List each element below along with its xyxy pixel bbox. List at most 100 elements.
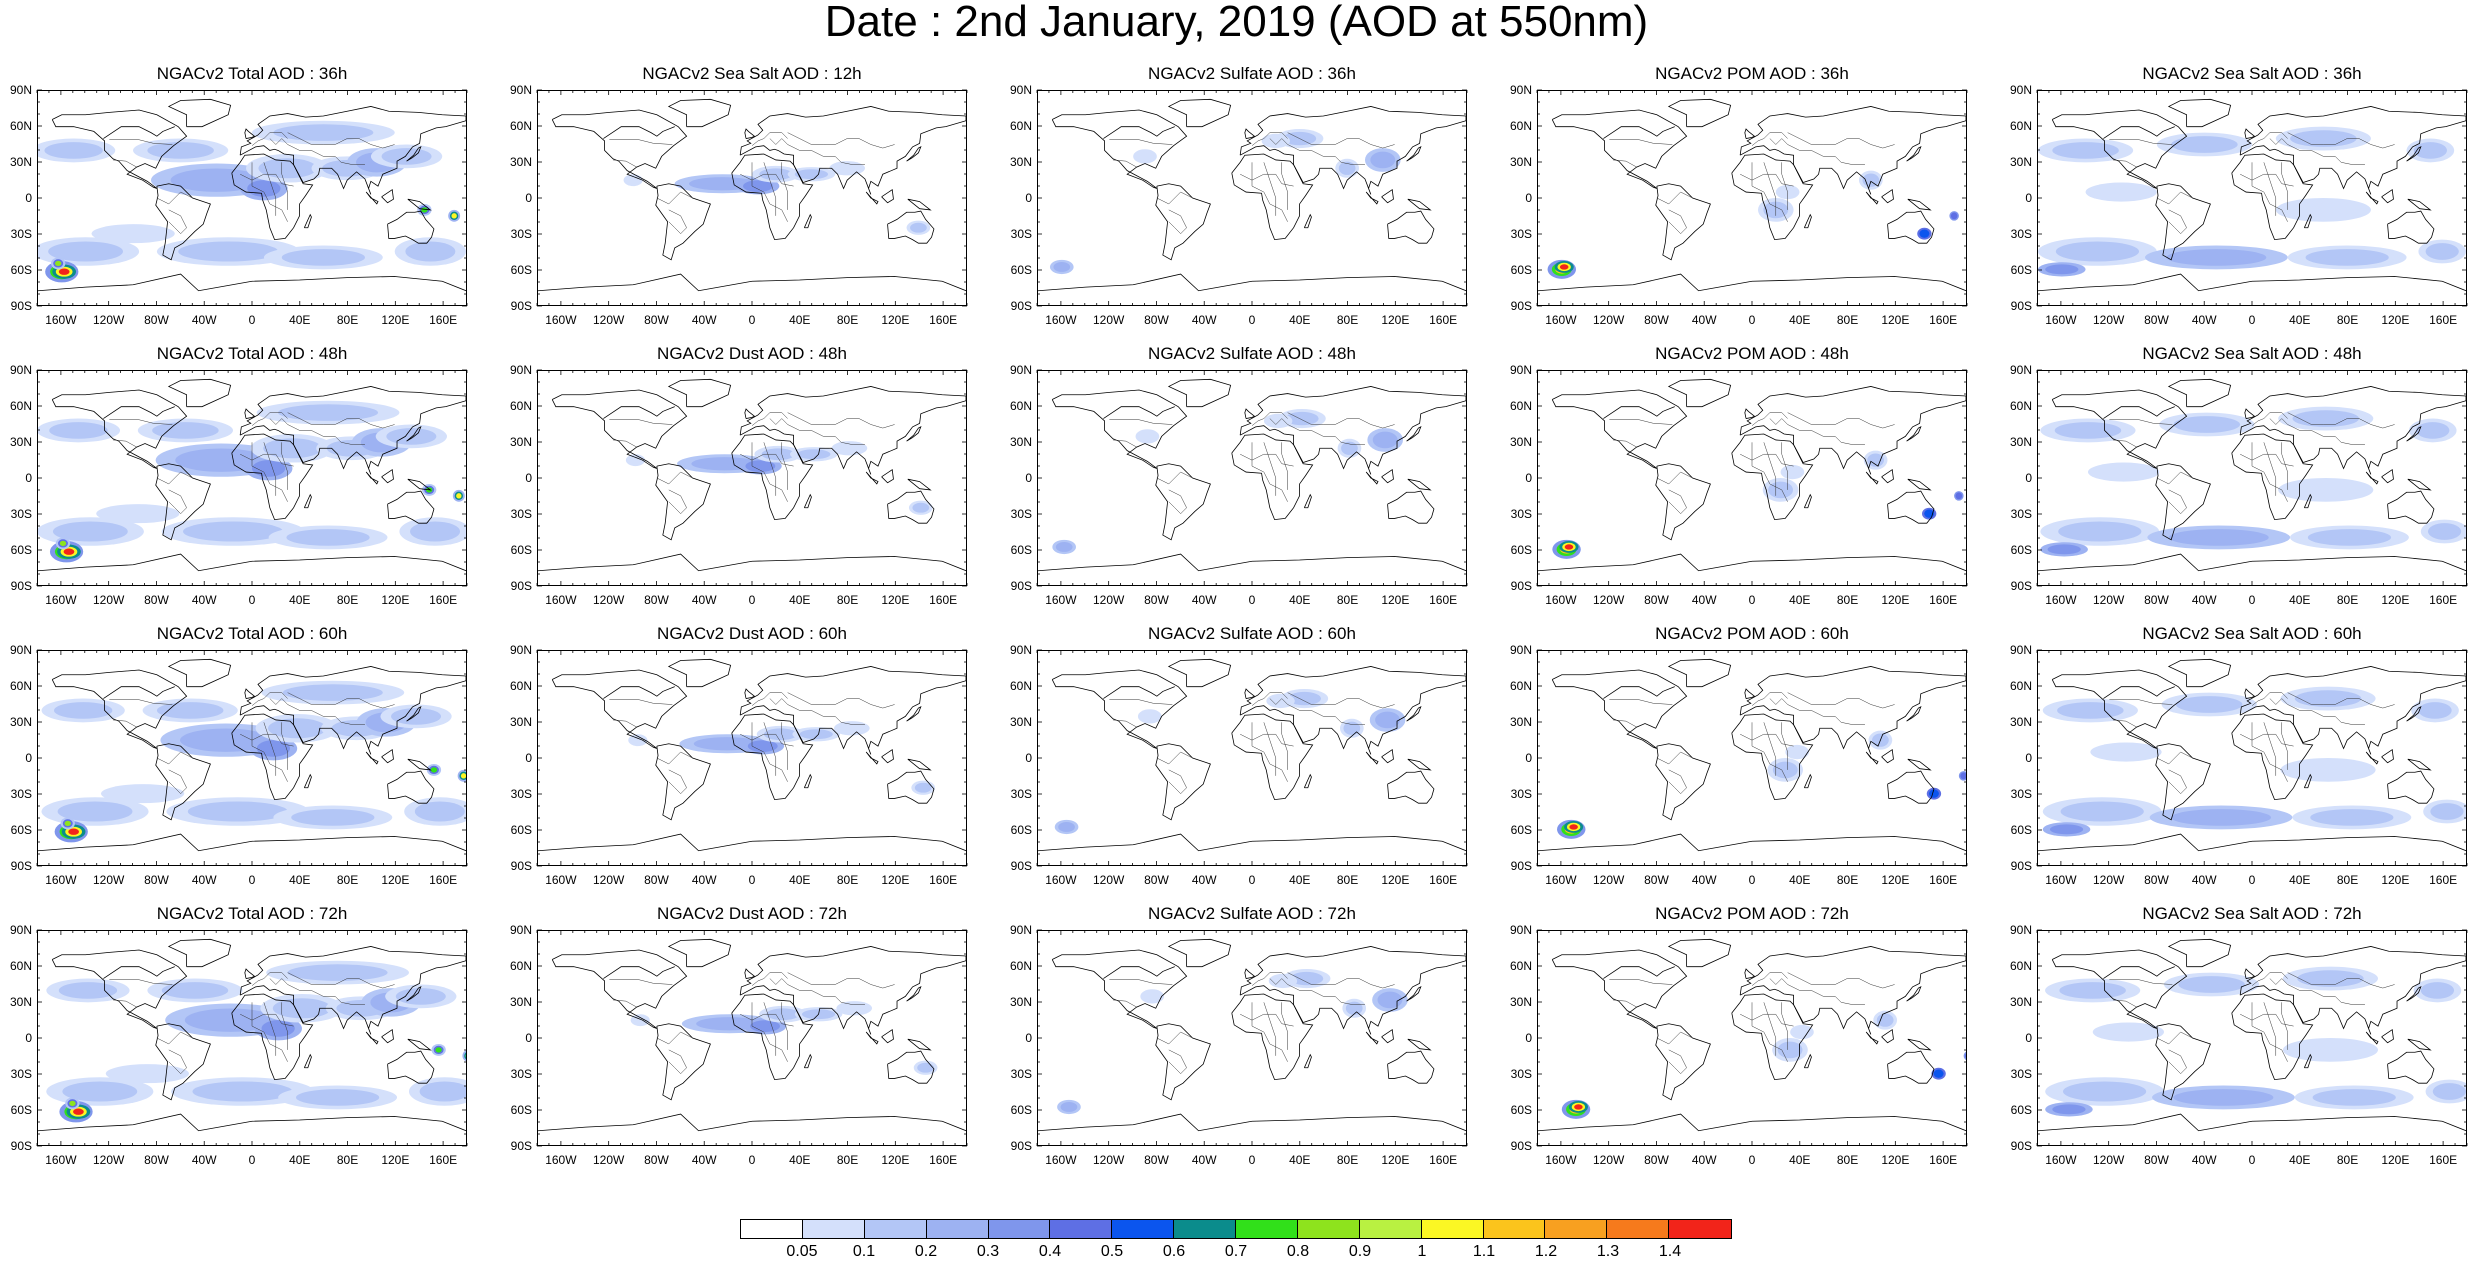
country-border [1281,162,1288,210]
lon-tick-label: 120W [592,873,625,887]
country-border [156,751,193,765]
country-border [1168,209,1187,235]
lat-tick-label: 60N [509,399,532,413]
world-map [37,90,467,306]
colorbar-swatch [1112,1220,1175,1238]
lon-tick-label: 80E [336,873,359,887]
lat-tick-label: 30S [2010,787,2032,801]
country-border [1281,722,1288,770]
lon-tick-label: 80W [144,313,169,327]
country-border [612,159,637,168]
lon-tick-label: 120E [881,313,910,327]
lon-tick-label: 120W [92,1153,125,1167]
lat-tick-label: 60N [1009,399,1032,413]
aod-contour [96,504,180,524]
country-border [609,699,673,705]
colorbar-tick-label: 0.05 [786,1243,818,1260]
country-border [109,979,173,985]
aod-contour [258,158,317,179]
lon-tick-label: 40E [1789,593,1811,607]
coastline [2167,658,2232,688]
country-border [2263,722,2277,776]
country-border [1787,692,1895,709]
aod-contour [2305,249,2389,266]
country-border [612,439,637,448]
aod-contour [2427,523,2462,540]
country-border [1751,692,1788,706]
lon-tick-label: 40E [1789,873,1811,887]
aod-contour [105,1064,189,1084]
aod-contour [1137,709,1162,724]
coastline [1167,658,1232,688]
coastline [1887,770,1935,804]
lon-tick-label: 0 [1248,873,1256,887]
lon-tick-label: 120E [2381,873,2410,887]
map-panel: NGACv2 Sea Salt AOD : 48h 90N 60N 30N 0 30S 60… [2000,344,2473,606]
coastline [1667,98,1732,128]
aod-contour [63,548,75,555]
coastline [2231,993,2314,1081]
aod-contour [421,207,428,213]
coastline [1551,389,1688,469]
lat-tick-label: 60S [1510,1103,1532,1117]
coastline [1231,433,1314,521]
country-border [168,489,187,515]
lat-tick-label: 0 [1025,751,1032,765]
country-border [781,442,788,490]
lon-tick-label: 40W [2191,593,2217,607]
lat-tick-label: 60S [1510,543,1532,557]
country-border [751,972,788,986]
colorbar-tick-label: 0.4 [1038,1243,1062,1260]
country-border [251,442,288,502]
coastline [1381,1028,1394,1044]
lat-tick-label: 60S [10,1103,32,1117]
coastline [2407,198,2432,211]
world-map [537,650,967,866]
coastline [2365,471,2379,485]
lat-tick-label: 30S [510,227,532,241]
panel-title: NGACv2 Sulfate AOD : 36h [1148,64,1356,83]
lat-tick-label: 90S [2010,1139,2032,1153]
lon-tick-label: 0 [1748,1153,1756,1167]
country-border [1168,489,1187,515]
aod-contour [2173,1089,2274,1106]
coastline [407,1038,432,1051]
country-border [1656,1031,1693,1045]
lon-tick-label: 80W [2144,593,2169,607]
country-border [1109,699,1173,705]
coastline [881,188,894,204]
lon-tick-label: 120W [1092,593,1125,607]
lat-tick-label: 90N [1509,923,1532,937]
coastline [406,426,422,442]
aod-contour [1963,1051,1966,1060]
lon-tick-label: 80E [1836,593,1859,607]
coastline [1387,210,1435,244]
coastline [1038,833,1466,852]
lat-tick-label: 0 [2025,751,2032,765]
coastline [2365,1031,2379,1045]
aod-contour [2178,976,2245,993]
lat-tick-label: 30S [2010,507,2032,521]
aod-contour [2275,198,2371,222]
coastline [538,833,966,852]
coastline [1865,191,1879,205]
world-map [1537,930,1967,1146]
lat-tick-label: 90N [1009,83,1032,97]
lat-tick-label: 60S [1010,823,1032,837]
coastline [667,938,732,968]
lon-tick-label: 120E [381,1153,410,1167]
country-border [1263,442,1277,496]
country-border [1112,159,1137,168]
coastline [167,98,232,128]
aod-contour [2092,1022,2165,1042]
colorbar-tick-label: 0.7 [1224,1243,1248,1260]
lat-tick-label: 30S [2010,1067,2032,1081]
country-border [287,132,395,149]
country-border [2251,972,2288,986]
coastline [803,493,812,509]
lon-tick-label: 120E [881,1153,910,1167]
coastline [551,949,688,1029]
coastline [655,743,711,821]
coastline [303,773,312,789]
